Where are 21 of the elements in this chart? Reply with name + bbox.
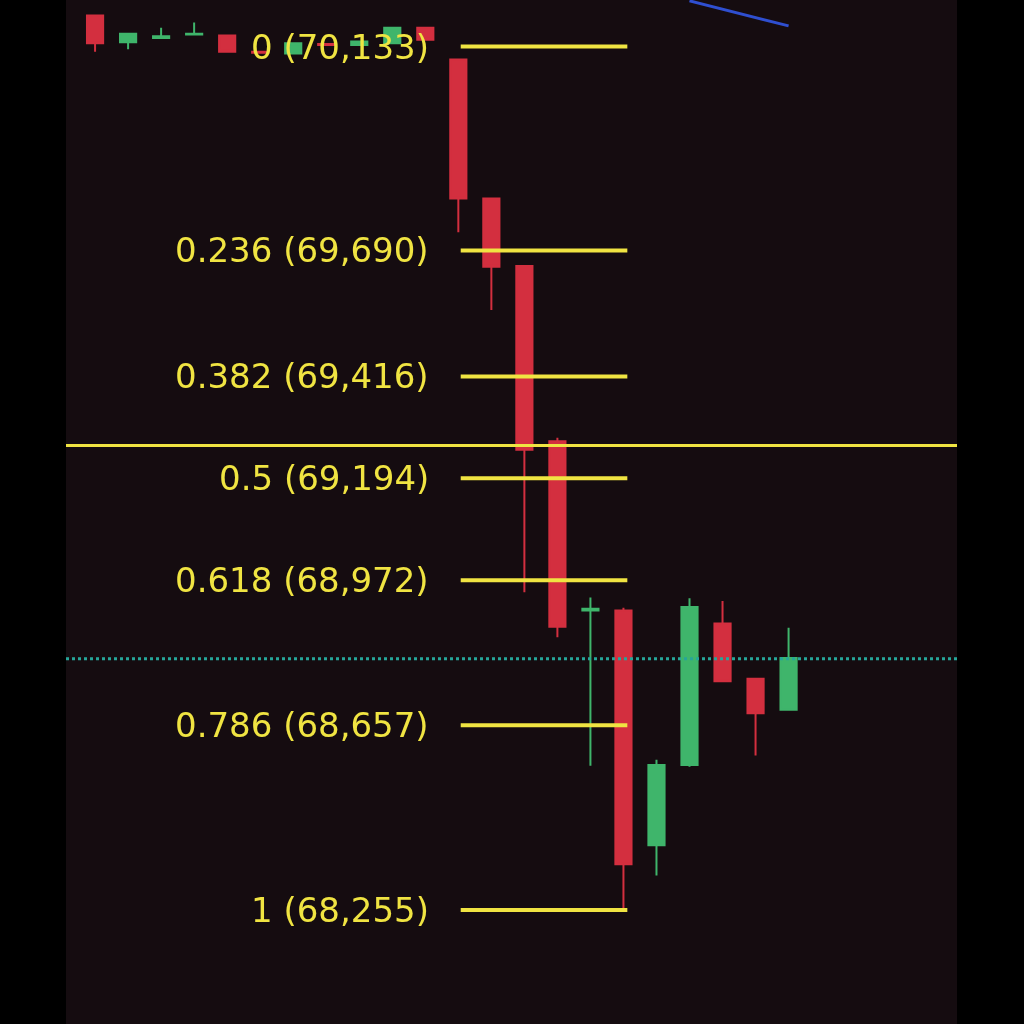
candlestick (680, 597, 699, 768)
candlestick (118, 32, 138, 51)
candlestick (185, 21, 204, 36)
candlestick (548, 436, 567, 639)
ref-line-label: 0.618 (68,972) (175, 560, 429, 600)
candlestick (85, 14, 105, 53)
ref-line-label: 1 (68,255) (251, 890, 429, 930)
candlestick (713, 599, 732, 683)
ref-line-label: 0.236 (69,690) (175, 230, 429, 270)
candlestick (746, 677, 765, 757)
candlestick (515, 264, 534, 594)
ref-line-label: 0.382 (69,416) (175, 356, 429, 396)
candlestick (218, 34, 237, 53)
candlestick (647, 758, 666, 877)
ref-line-label: 0.786 (68,657) (175, 705, 429, 745)
candlestick (449, 58, 468, 234)
candlestick (581, 596, 600, 767)
ref-line-label: 0.5 (69,194) (219, 458, 430, 498)
candlestick (779, 626, 798, 711)
candlestick (482, 197, 501, 311)
candlestick (152, 26, 171, 40)
